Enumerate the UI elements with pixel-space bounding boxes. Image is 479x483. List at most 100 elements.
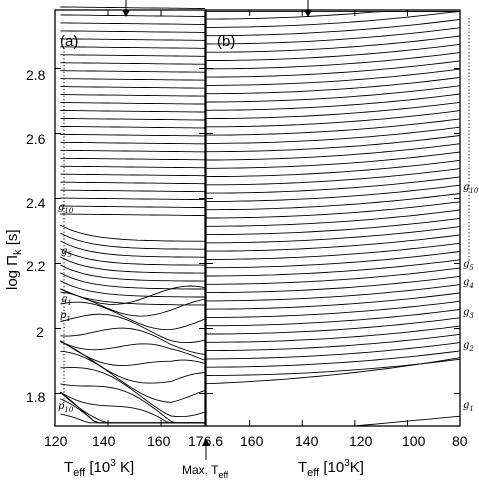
panel-b-curve [206, 85, 461, 103]
panel-b-curve [206, 317, 461, 335]
mode-label-a: p1 [60, 310, 71, 323]
panel-a-curve [60, 391, 205, 424]
panel-b-curve [206, 284, 461, 302]
panel-a-curve [60, 189, 206, 193]
panel-b-curve [206, 35, 461, 53]
panel-a-curve [60, 285, 206, 305]
panel-a-curve [60, 181, 205, 185]
panel-a-curve [60, 224, 206, 242]
panel-a-curve [60, 54, 205, 57]
panel-a-curve [60, 288, 206, 306]
panel-a-curve [60, 350, 206, 403]
panel-b-curve [206, 217, 461, 236]
panel-a-curve [60, 165, 206, 169]
panel-b-curve [206, 184, 461, 202]
panel-b-curve [206, 259, 461, 277]
x-tick-label-a: 176.6 [188, 433, 223, 449]
x-tick-label-b: 100 [402, 433, 426, 449]
panel-a-curve [60, 272, 205, 290]
y-tick-label: 2.6 [26, 131, 46, 147]
panel-a-curve [60, 14, 206, 17]
panel-b-curve [205, 357, 461, 385]
panel-a-curve [60, 157, 205, 161]
panel-a-curve [60, 110, 205, 113]
panel-b-curve [206, 151, 461, 169]
panel-a-curve [60, 86, 206, 89]
panel-b-curve [206, 168, 461, 186]
mode-label-b: g10 [463, 182, 479, 195]
panel-b-curve [206, 267, 461, 285]
panel-b-curve [206, 18, 461, 37]
top-arrow-a [122, 0, 130, 17]
panel-a-curve [60, 391, 205, 424]
panel-a-curve [60, 383, 205, 424]
panel-b-curve [206, 201, 461, 219]
panel-b-curve [206, 43, 461, 61]
mode-label-b: g1 [463, 400, 474, 413]
mode-label-a: g10 [58, 202, 74, 215]
panel-a-curve [60, 149, 206, 153]
panel-b-curve [206, 333, 461, 352]
panel-a-curve [60, 367, 206, 418]
panel-a-curve [60, 205, 206, 209]
panel-b-curve [205, 226, 461, 244]
panel-b-curve [206, 68, 461, 86]
panel-a-curve [60, 30, 205, 33]
panel-a-curve [60, 125, 206, 129]
panel-b-curve [206, 143, 461, 161]
panel-b-curve [206, 110, 461, 128]
panel-a-curve [60, 197, 205, 201]
mode-label-b: g5 [463, 259, 474, 272]
panel-a-curve [60, 341, 206, 384]
y-tick-label: 1.8 [26, 389, 46, 405]
panel-a-curve [60, 256, 205, 274]
axis-ticks [54, 10, 460, 426]
panel-a-curve [60, 70, 205, 73]
panel-b-curve [206, 342, 461, 360]
max-teff-annotation: Max. Teff [182, 463, 229, 480]
panel-a-curve [60, 340, 206, 361]
panel-a-curve [60, 6, 205, 9]
panel-b-curve [206, 309, 461, 327]
panel-a-curve [60, 232, 205, 250]
panel-b-curve [206, 234, 461, 252]
panel-b-label: (b) [217, 33, 235, 50]
y-tick-label: 2.8 [26, 67, 46, 83]
x-tick-label-b: 160 [240, 433, 264, 449]
x-tick-label-a: 140 [92, 433, 116, 449]
panel-a-curve [60, 62, 206, 65]
panel-a-curve [60, 301, 206, 331]
panel-a-label: (a) [60, 33, 78, 50]
panel-b-curve [206, 325, 461, 343]
panel-a-curve [60, 94, 205, 97]
y-tick-label: 2.4 [26, 195, 46, 211]
panel-b-curve [206, 350, 461, 368]
x-tick-label-a: 160 [147, 433, 171, 449]
y-tick-label: 2.2 [26, 258, 46, 274]
panel-b-curve [205, 292, 461, 310]
x-tick-label-b: 120 [349, 433, 373, 449]
panel-b-curve [206, 242, 461, 260]
panel-b-curve [206, 76, 461, 95]
mode-label-b: g2 [463, 340, 474, 353]
panel-a-curve [60, 102, 206, 105]
panel-a-curve [60, 173, 205, 177]
x-tick-label-a: 120 [44, 433, 68, 449]
panel-b-curves [205, 11, 461, 427]
x-tick-label-b: 140 [295, 433, 319, 449]
panel-b-curve [206, 52, 461, 70]
panel-a-curve [60, 133, 205, 137]
panel-b-curve [206, 251, 461, 269]
panel-a-curve [60, 78, 206, 81]
panel-a-curve [60, 413, 205, 424]
panel-a-curve [60, 141, 206, 145]
panel-a-curve [60, 327, 206, 355]
panel-b-curve [206, 126, 461, 144]
panel-b-curve [206, 60, 461, 78]
x-axis-title-b: Teff [103K] [298, 458, 364, 479]
mode-label-a: p10 [58, 401, 74, 414]
mode-label-a: g5 [61, 246, 72, 259]
panel-b-curve [206, 275, 461, 294]
panel-b-curve [206, 193, 461, 211]
panel-b-curve [206, 135, 461, 153]
